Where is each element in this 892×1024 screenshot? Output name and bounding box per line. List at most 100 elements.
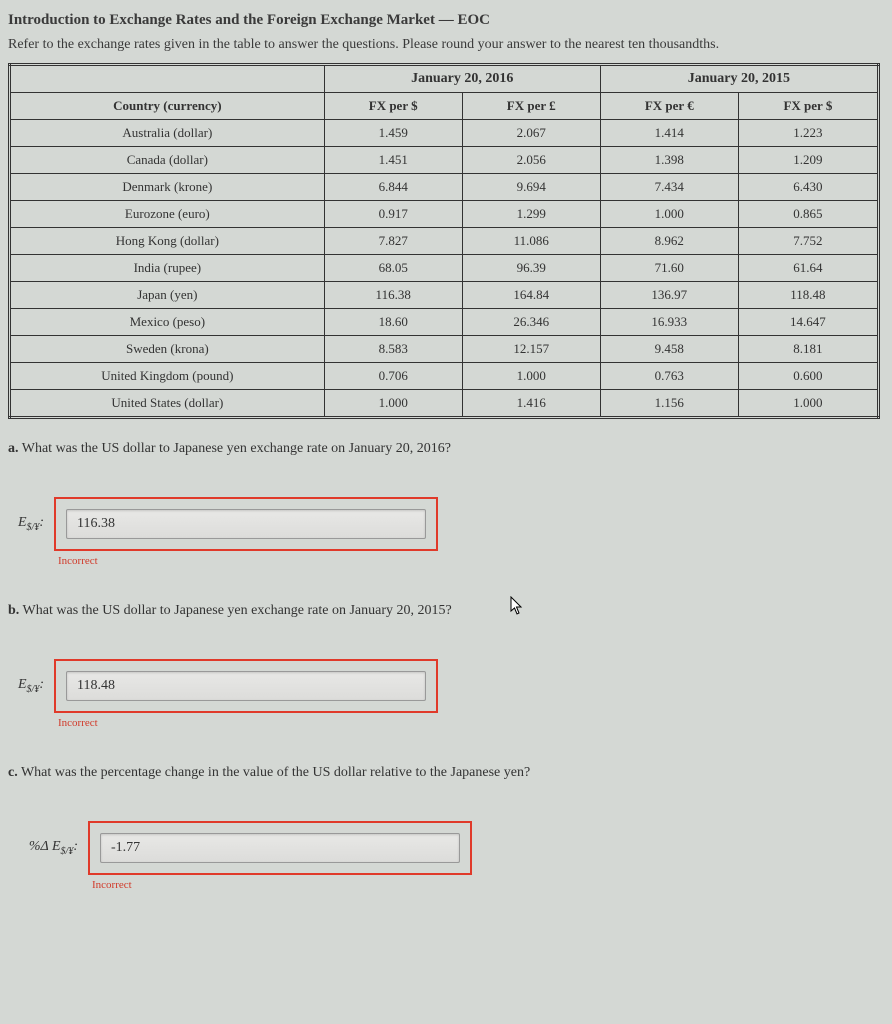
- blank-header: [10, 65, 325, 93]
- table-row: Australia (dollar)1.4592.0671.4141.223: [10, 120, 879, 147]
- answer-c-highlight: [88, 821, 472, 875]
- cell: 2.056: [462, 147, 600, 174]
- cell: 0.763: [600, 363, 738, 390]
- cell: 1.000: [738, 390, 878, 418]
- cell: 16.933: [600, 309, 738, 336]
- question-b: b. What was the US dollar to Japanese ye…: [8, 603, 880, 619]
- table-row: United States (dollar)1.0001.4161.1561.0…: [10, 390, 879, 418]
- cell: 8.181: [738, 336, 878, 363]
- page-subtitle: Refer to the exchange rates given in the…: [8, 37, 880, 53]
- cell: 2.067: [462, 120, 600, 147]
- cell: 1.156: [600, 390, 738, 418]
- cell: 12.157: [462, 336, 600, 363]
- cell: 96.39: [462, 255, 600, 282]
- cell: 6.430: [738, 174, 878, 201]
- table-row: Japan (yen)116.38164.84136.97118.48: [10, 282, 879, 309]
- cell: 71.60: [600, 255, 738, 282]
- table-row: Denmark (krone)6.8449.6947.4346.430: [10, 174, 879, 201]
- cell: Australia (dollar): [10, 120, 325, 147]
- table-row: Mexico (peso)18.6026.34616.93314.647: [10, 309, 879, 336]
- answer-c-input[interactable]: [100, 833, 460, 863]
- table-row: Hong Kong (dollar)7.82711.0868.9627.752: [10, 228, 879, 255]
- col-fx-usd-2016: FX per $: [324, 93, 462, 120]
- cell: 8.583: [324, 336, 462, 363]
- cell: Japan (yen): [10, 282, 325, 309]
- table-row: Sweden (krona)8.58312.1579.4588.181: [10, 336, 879, 363]
- cell: 136.97: [600, 282, 738, 309]
- cell: 0.917: [324, 201, 462, 228]
- question-b-text: What was the US dollar to Japanese yen e…: [23, 603, 452, 618]
- question-c: c. What was the percentage change in the…: [8, 765, 880, 781]
- cell: 1.414: [600, 120, 738, 147]
- cell: 61.64: [738, 255, 878, 282]
- question-a-text: What was the US dollar to Japanese yen e…: [22, 441, 451, 456]
- cell: 0.600: [738, 363, 878, 390]
- col-fx-usd-2015: FX per $: [738, 93, 878, 120]
- cell: 0.865: [738, 201, 878, 228]
- date-2016-header: January 20, 2016: [324, 65, 600, 93]
- table-row: India (rupee)68.0596.3971.6061.64: [10, 255, 879, 282]
- cell: 1.299: [462, 201, 600, 228]
- cell: 1.000: [462, 363, 600, 390]
- cell: 7.752: [738, 228, 878, 255]
- question-b-label: b.: [8, 603, 19, 618]
- cell: United States (dollar): [10, 390, 325, 418]
- cell: 116.38: [324, 282, 462, 309]
- cell: 1.451: [324, 147, 462, 174]
- cell: 0.706: [324, 363, 462, 390]
- cell: Mexico (peso): [10, 309, 325, 336]
- cell: 1.223: [738, 120, 878, 147]
- table-body: Australia (dollar)1.4592.0671.4141.223 C…: [10, 120, 879, 418]
- question-c-label: c.: [8, 765, 18, 780]
- cell: 14.647: [738, 309, 878, 336]
- table-row: Canada (dollar)1.4512.0561.3981.209: [10, 147, 879, 174]
- cell: 8.962: [600, 228, 738, 255]
- cell: Sweden (krona): [10, 336, 325, 363]
- answer-a-block: E$/¥: Incorrect: [8, 497, 880, 567]
- answer-b-block: E$/¥: Incorrect: [8, 659, 880, 729]
- cell: 68.05: [324, 255, 462, 282]
- cell: 1.000: [324, 390, 462, 418]
- answer-a-highlight: [54, 497, 438, 551]
- cell: Hong Kong (dollar): [10, 228, 325, 255]
- answer-c-feedback: Incorrect: [92, 879, 880, 891]
- cell: 1.398: [600, 147, 738, 174]
- cell: 164.84: [462, 282, 600, 309]
- answer-b-input[interactable]: [66, 671, 426, 701]
- answer-a-feedback: Incorrect: [58, 555, 880, 567]
- answer-b-prefix: E$/¥:: [8, 677, 44, 695]
- cell: 1.000: [600, 201, 738, 228]
- answer-a-input[interactable]: [66, 509, 426, 539]
- cell: Canada (dollar): [10, 147, 325, 174]
- cell: 7.434: [600, 174, 738, 201]
- cell: 7.827: [324, 228, 462, 255]
- table-row: United Kingdom (pound)0.7061.0000.7630.6…: [10, 363, 879, 390]
- page-title: Introduction to Exchange Rates and the F…: [8, 12, 880, 29]
- table-row: Eurozone (euro)0.9171.2991.0000.865: [10, 201, 879, 228]
- exchange-rate-table: January 20, 2016 January 20, 2015 Countr…: [8, 63, 880, 419]
- date-2015-header: January 20, 2015: [600, 65, 878, 93]
- col-fx-eur-2015: FX per €: [600, 93, 738, 120]
- cell: 1.416: [462, 390, 600, 418]
- cell: 118.48: [738, 282, 878, 309]
- cell: Denmark (krone): [10, 174, 325, 201]
- answer-c-prefix: %Δ E$/¥:: [8, 839, 78, 857]
- cell: 1.459: [324, 120, 462, 147]
- cell: India (rupee): [10, 255, 325, 282]
- col-country: Country (currency): [10, 93, 325, 120]
- cell: United Kingdom (pound): [10, 363, 325, 390]
- answer-b-feedback: Incorrect: [58, 717, 880, 729]
- answer-b-highlight: [54, 659, 438, 713]
- cell: 9.458: [600, 336, 738, 363]
- cell: 11.086: [462, 228, 600, 255]
- col-fx-gbp-2016: FX per £: [462, 93, 600, 120]
- question-c-text: What was the percentage change in the va…: [21, 765, 530, 780]
- answer-c-block: %Δ E$/¥: Incorrect: [8, 821, 880, 891]
- cell: 18.60: [324, 309, 462, 336]
- cell: 6.844: [324, 174, 462, 201]
- cell: 9.694: [462, 174, 600, 201]
- question-a-label: a.: [8, 441, 19, 456]
- cell: 1.209: [738, 147, 878, 174]
- question-a: a. What was the US dollar to Japanese ye…: [8, 441, 880, 457]
- cell: 26.346: [462, 309, 600, 336]
